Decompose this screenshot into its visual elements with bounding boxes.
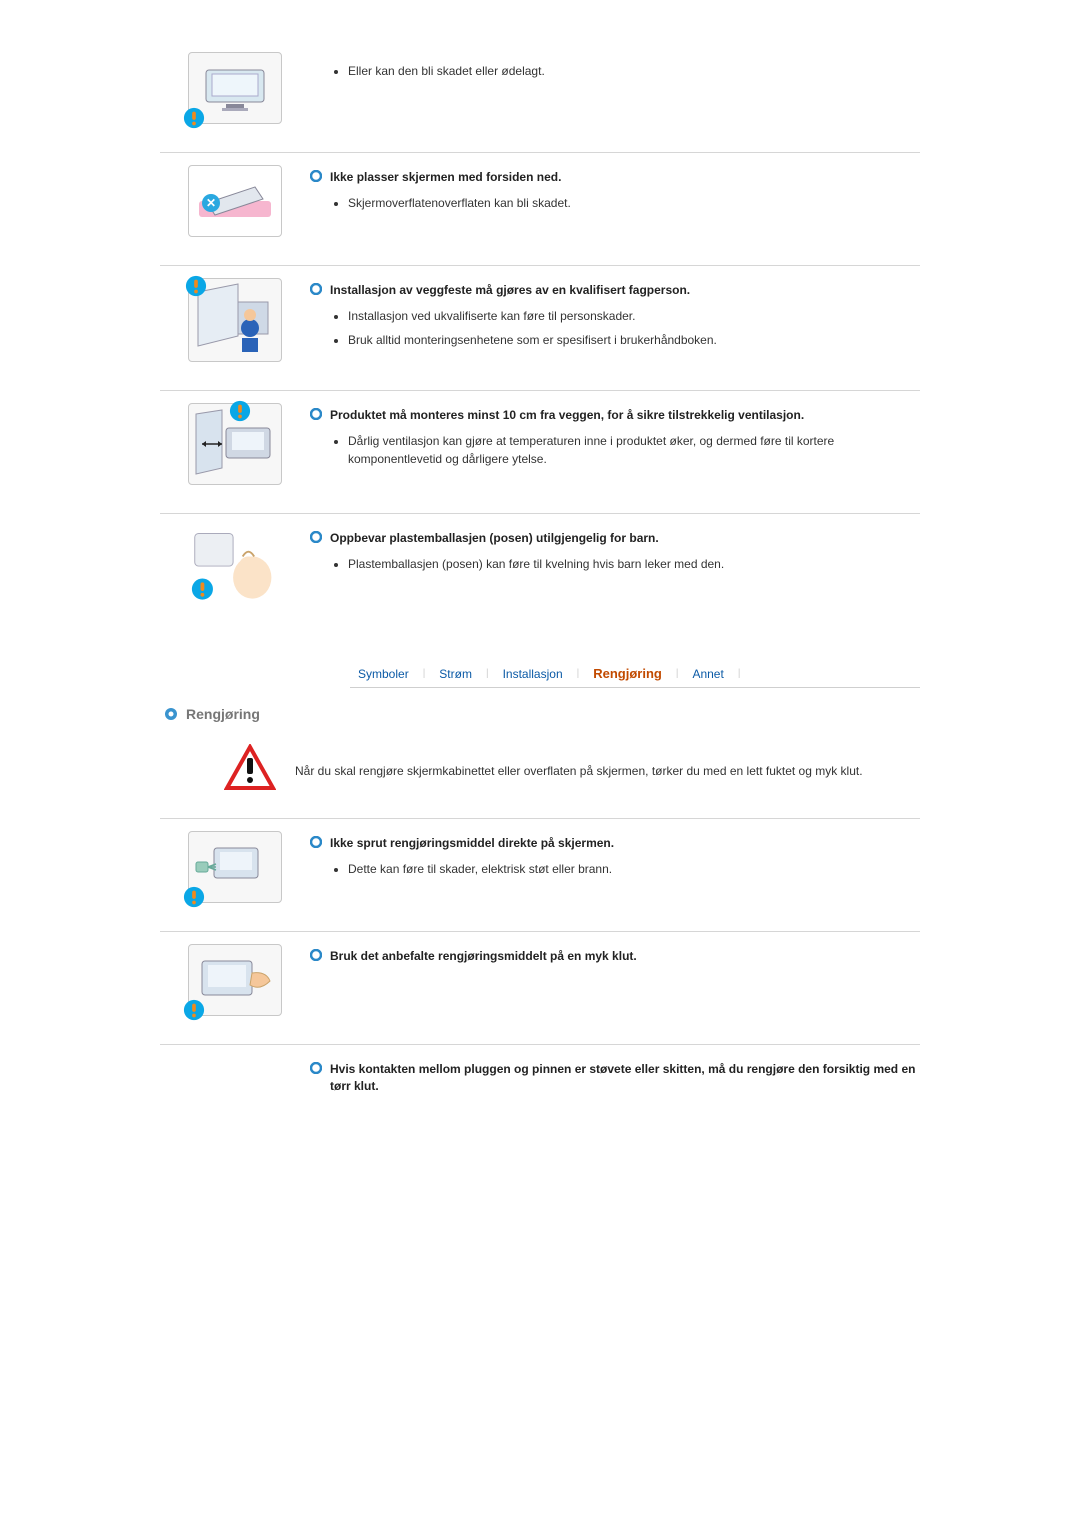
item-text: Produktet må monteres minst 10 cm fra ve…	[310, 403, 920, 474]
tab-symboler[interactable]: Symboler	[350, 667, 417, 681]
tab-annet[interactable]: Annet	[684, 667, 731, 681]
item-text: Hvis kontakten mellom pluggen og pinnen …	[310, 1057, 920, 1103]
section-dot-icon	[164, 707, 178, 721]
illustration-wall-mount	[188, 278, 282, 362]
illustration-cloth	[188, 944, 282, 1016]
section-title: Rengjøring	[164, 706, 920, 722]
illustration-plastic-bag	[189, 526, 281, 608]
bullet-icon	[310, 1062, 322, 1074]
heading-text: Installasjon av veggfeste må gjøres av e…	[330, 282, 690, 299]
caution-badge-icon	[183, 886, 205, 908]
heading-text: Bruk det anbefalte rengjøringsmiddelt på…	[330, 948, 637, 965]
caution-badge-icon	[183, 999, 205, 1021]
tab-strom[interactable]: Strøm	[431, 667, 480, 681]
item-text: Ikke sprut rengjøringsmiddel direkte på …	[310, 831, 920, 884]
tabs-container: Symboler | Strøm | Installasjon | Rengjø…	[160, 666, 920, 688]
tab-separator: |	[736, 668, 743, 679]
illustration-col	[160, 526, 310, 608]
bullet-item: Eller kan den bli skadet eller ødelagt.	[348, 62, 920, 80]
heading-text: Oppbevar plastemballasjen (posen) utilgj…	[330, 530, 659, 547]
bullet-icon	[310, 283, 322, 295]
bullet-list: Eller kan den bli skadet eller ødelagt.	[310, 62, 920, 80]
caution-badge-icon	[229, 400, 251, 422]
tab-separator: |	[575, 668, 582, 679]
bullet-list: Installasjon ved ukvalifiserte kan føre …	[310, 307, 920, 349]
caution-badge-icon	[183, 107, 205, 129]
heading-text: Ikke plasser skjermen med forsiden ned.	[330, 169, 561, 186]
illustration-monitor	[188, 52, 282, 124]
heading-text: Ikke sprut rengjøringsmiddel direkte på …	[330, 835, 614, 852]
caution-badge-icon	[185, 275, 207, 297]
safety-item: Oppbevar plastemballasjen (posen) utilgj…	[160, 514, 920, 636]
tab-rengjoring[interactable]: Rengjøring	[585, 666, 670, 681]
heading-text: Hvis kontakten mellom pluggen og pinnen …	[330, 1061, 920, 1095]
item-heading: Installasjon av veggfeste må gjøres av e…	[310, 282, 920, 299]
illustration-col	[160, 831, 310, 903]
tab-separator: |	[421, 668, 428, 679]
item-heading: Ikke sprut rengjøringsmiddel direkte på …	[310, 835, 920, 852]
intro-text: Når du skal rengjøre skjermkabinettet el…	[285, 762, 920, 780]
bullet-item: Installasjon ved ukvalifiserte kan føre …	[348, 307, 920, 325]
illustration-col: ✕	[160, 165, 310, 237]
safety-item: ✕ Ikke plasser skjermen med forsiden ned…	[160, 153, 920, 265]
illustration-ventilation	[188, 403, 282, 485]
bullet-list: Skjermoverflatenoverflaten kan bli skade…	[310, 194, 920, 212]
tab-bar: Symboler | Strøm | Installasjon | Rengjø…	[350, 666, 920, 688]
safety-item: Bruk det anbefalte rengjøringsmiddelt på…	[160, 932, 920, 1044]
illustration-face-down: ✕	[188, 165, 282, 237]
item-text: Oppbevar plastemballasjen (posen) utilgj…	[310, 526, 920, 579]
item-heading: Hvis kontakten mellom pluggen og pinnen …	[310, 1061, 920, 1095]
safety-item: Installasjon av veggfeste må gjøres av e…	[160, 266, 920, 390]
item-heading: Ikke plasser skjermen med forsiden ned.	[310, 169, 920, 186]
heading-text: Produktet må monteres minst 10 cm fra ve…	[330, 407, 804, 424]
item-heading: Bruk det anbefalte rengjøringsmiddelt på…	[310, 948, 920, 965]
item-text: Installasjon av veggfeste må gjøres av e…	[310, 278, 920, 355]
bullet-item: Dårlig ventilasjon kan gjøre at temperat…	[348, 432, 920, 468]
safety-item: Hvis kontakten mellom pluggen og pinnen …	[160, 1045, 920, 1113]
item-text: Eller kan den bli skadet eller ødelagt.	[310, 52, 920, 86]
document-page: Eller kan den bli skadet eller ødelagt. …	[160, 40, 920, 1113]
bullet-item: Dette kan føre til skader, elektrisk stø…	[348, 860, 920, 878]
warning-triangle-icon	[215, 744, 285, 798]
bullet-icon	[310, 408, 322, 420]
illustration-col	[160, 403, 310, 485]
bullet-icon	[310, 836, 322, 848]
item-text: Ikke plasser skjermen med forsiden ned. …	[310, 165, 920, 218]
safety-item: Eller kan den bli skadet eller ødelagt.	[160, 40, 920, 152]
bullet-item: Skjermoverflatenoverflaten kan bli skade…	[348, 194, 920, 212]
item-heading: Produktet må monteres minst 10 cm fra ve…	[310, 407, 920, 424]
item-text: Bruk det anbefalte rengjøringsmiddelt på…	[310, 944, 920, 973]
bullet-list: Dårlig ventilasjon kan gjøre at temperat…	[310, 432, 920, 468]
bullet-list: Plastemballasjen (posen) kan føre til kv…	[310, 555, 920, 573]
svg-text:✕: ✕	[206, 196, 216, 210]
item-heading: Oppbevar plastemballasjen (posen) utilgj…	[310, 530, 920, 547]
bullet-icon	[310, 531, 322, 543]
safety-item: Ikke sprut rengjøringsmiddel direkte på …	[160, 819, 920, 931]
bullet-icon	[310, 949, 322, 961]
bullet-list: Dette kan føre til skader, elektrisk stø…	[310, 860, 920, 878]
tab-separator: |	[674, 668, 681, 679]
tab-installasjon[interactable]: Installasjon	[495, 667, 571, 681]
safety-item: Produktet må monteres minst 10 cm fra ve…	[160, 391, 920, 513]
illustration-spray	[188, 831, 282, 903]
section-intro: Når du skal rengjøre skjermkabinettet el…	[160, 734, 920, 818]
bullet-item: Bruk alltid monteringsenhetene som er sp…	[348, 331, 920, 349]
illustration-col	[160, 944, 310, 1016]
illustration-col	[160, 278, 310, 362]
bullet-item: Plastemballasjen (posen) kan føre til kv…	[348, 555, 920, 573]
bullet-icon	[310, 170, 322, 182]
tab-separator: |	[484, 668, 491, 679]
illustration-col	[160, 52, 310, 124]
section-title-text: Rengjøring	[186, 706, 260, 722]
